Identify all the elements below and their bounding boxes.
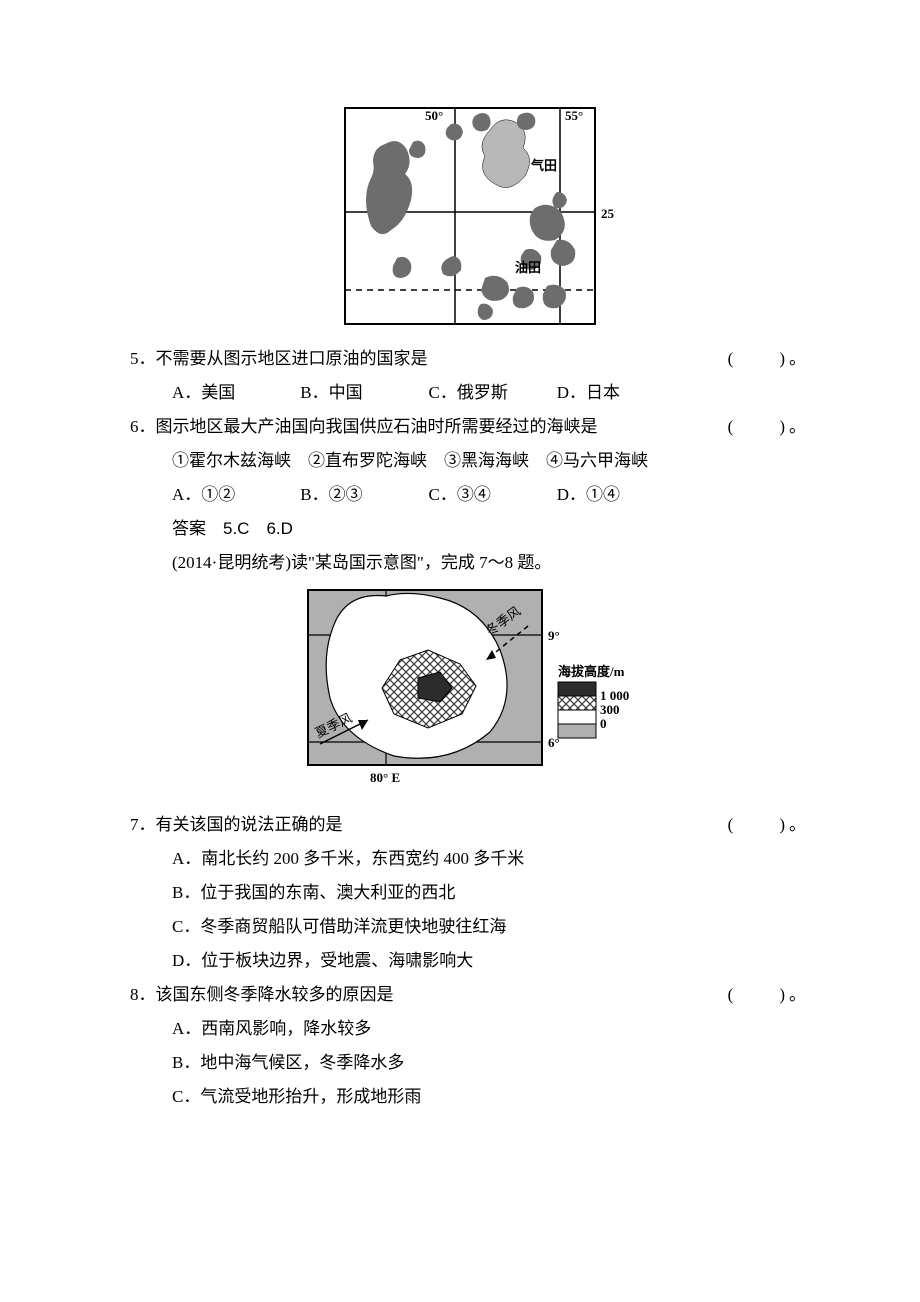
q5-opt-d: D．日本 [557, 376, 681, 410]
q5-opt-c: C．俄罗斯 [429, 376, 553, 410]
q7-opt-b: B．位于我国的东南、澳大利亚的西北 [130, 876, 810, 910]
page: 50° 55° 25° 气田 油田 5．不需要从图示地区进口原油的国家是 ( )… [0, 0, 920, 1302]
figure-oilfield: 50° 55° 25° 气田 油田 [325, 100, 615, 332]
figure-island: 9° 6° 80° E 冬季风 夏季风 海拔高度/m 1 000 300 0 [290, 580, 650, 798]
fig2-lon: 80° E [370, 770, 400, 785]
fig2-legend-0: 0 [600, 716, 607, 731]
q7-bracket: ( )。 [728, 808, 810, 842]
fig1-oil-label: 油田 [515, 260, 541, 275]
q7-opt-c: C．冬季商贸船队可借助洋流更快地驶往红海 [130, 910, 810, 944]
fig1-lon-left: 50° [425, 108, 443, 123]
q8-opt-c: C．气流受地形抬升，形成地形雨 [130, 1080, 810, 1114]
q6-bracket: ( )。 [728, 410, 810, 444]
answers-56-text: 5.C 6.D [223, 519, 293, 538]
fig1-gas-label: 气田 [531, 158, 557, 173]
q8-opt-b: B．地中海气候区，冬季降水多 [130, 1046, 810, 1080]
q6-statements: ①霍尔木兹海峡 ②直布罗陀海峡 ③黑海海峡 ④马六甲海峡 [130, 444, 810, 478]
q6-opt-c: C．③④ [429, 478, 553, 512]
q5-bracket: ( )。 [728, 342, 810, 376]
answers-56: 答案 5.C 6.D [130, 512, 810, 546]
q6-opt-b: B．②③ [300, 478, 424, 512]
q8-num: 8． [130, 985, 156, 1004]
intro-78-suffix: )读"某岛国示意图"，完成 7～8 题。 [285, 553, 551, 572]
q7: 7．有关该国的说法正确的是 ( )。 [130, 808, 810, 842]
intro-78: (2014·昆明统考)读"某岛国示意图"，完成 7～8 题。 [130, 546, 810, 580]
q7-opt-a: A．南北长约 200 多千米，东西宽约 400 多千米 [130, 842, 810, 876]
q5: 5．不需要从图示地区进口原油的国家是 ( )。 [130, 342, 810, 376]
fig2-lat-top: 9° [548, 628, 560, 643]
q8-bracket: ( )。 [728, 978, 810, 1012]
q6: 6．图示地区最大产油国向我国供应石油时所需要经过的海峡是 ( )。 [130, 410, 810, 444]
q8: 8．该国东侧冬季降水较多的原因是 ( )。 [130, 978, 810, 1012]
fig2-legend-1000: 1 000 [600, 688, 629, 703]
intro-78-prefix: (2014· [172, 553, 217, 572]
q6-stem: 图示地区最大产油国向我国供应石油时所需要经过的海峡是 [156, 417, 598, 436]
q8-opt-a: A．西南风影响，降水较多 [130, 1012, 810, 1046]
q6-opt-a: A．①② [172, 478, 296, 512]
q5-options: A．美国 B．中国 C．俄罗斯 D．日本 [130, 376, 810, 410]
fig2-legend-title: 海拔高度/m [558, 664, 625, 679]
q5-stem: 不需要从图示地区进口原油的国家是 [156, 349, 428, 368]
q8-stem: 该国东侧冬季降水较多的原因是 [156, 985, 394, 1004]
q5-num: 5． [130, 349, 156, 368]
q5-opt-b: B．中国 [300, 376, 424, 410]
fig2-legend-300: 300 [600, 702, 620, 717]
fig1-lon-right: 55° [565, 108, 583, 123]
q7-opt-d: D．位于板块边界，受地震、海啸影响大 [130, 944, 810, 978]
intro-78-bold: 昆明统考 [217, 553, 285, 572]
q6-opt-d: D．①④ [557, 478, 681, 512]
fig1-lat: 25° [601, 206, 615, 221]
q7-stem: 有关该国的说法正确的是 [156, 815, 343, 834]
q6-num: 6． [130, 417, 156, 436]
q7-num: 7． [130, 815, 156, 834]
q5-opt-a: A．美国 [172, 376, 296, 410]
answers-56-label: 答案 [172, 519, 206, 538]
q6-options: A．①② B．②③ C．③④ D．①④ [130, 478, 810, 512]
